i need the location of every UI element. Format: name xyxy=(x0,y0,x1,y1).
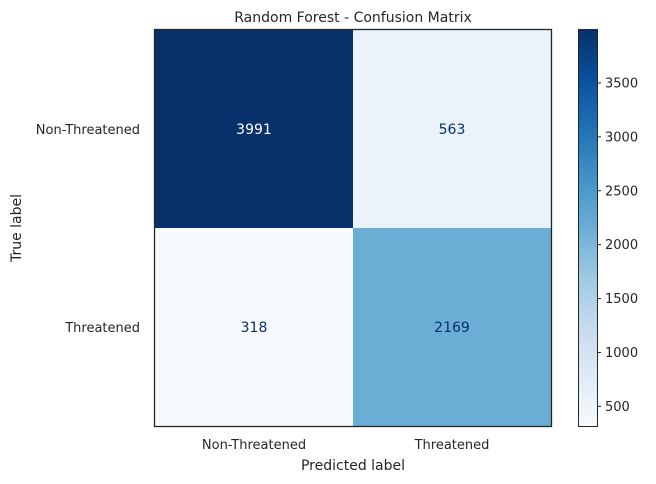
heatmap-cell xyxy=(155,228,353,426)
colorbar-tick-label: 1000 xyxy=(605,346,638,361)
x-tick-labels: Non-Threatened Threatened xyxy=(202,438,490,453)
heatmap-cell xyxy=(155,30,353,228)
cell-value-label: 2169 xyxy=(434,320,470,336)
cell-value-label: 3991 xyxy=(236,122,272,138)
plot-frame xyxy=(153,28,553,428)
x-tick-label: Threatened xyxy=(414,438,490,453)
colorbar-tick-label: 500 xyxy=(605,400,630,415)
cell-value-label: 318 xyxy=(241,320,268,336)
heatmap-cells: 3991 563 318 2169 xyxy=(155,30,551,426)
colorbar-tick-label: 2500 xyxy=(605,184,638,199)
colorbar xyxy=(578,29,598,427)
cell-value-label: 563 xyxy=(439,122,466,138)
heatmap-cell xyxy=(353,228,551,426)
colorbar-tick-label: 3000 xyxy=(605,130,638,145)
colorbar-tick-label: 1500 xyxy=(605,292,638,307)
y-axis-label: True label xyxy=(9,194,25,263)
chart-title: Random Forest - Confusion Matrix xyxy=(234,10,472,26)
x-axis-label: Predicted label xyxy=(301,458,405,474)
colorbar-tick-labels: 500 1000 1500 2000 2500 3000 3500 xyxy=(597,76,638,415)
colorbar-tick-label: 2000 xyxy=(605,238,638,253)
y-tick-label: Threatened xyxy=(64,321,140,336)
heatmap-cell xyxy=(353,30,551,228)
colorbar-tick-label: 3500 xyxy=(605,76,638,91)
y-tick-labels: Non-Threatened Threatened xyxy=(36,123,140,336)
x-tick-label: Non-Threatened xyxy=(202,438,306,453)
y-tick-label: Non-Threatened xyxy=(36,123,140,138)
